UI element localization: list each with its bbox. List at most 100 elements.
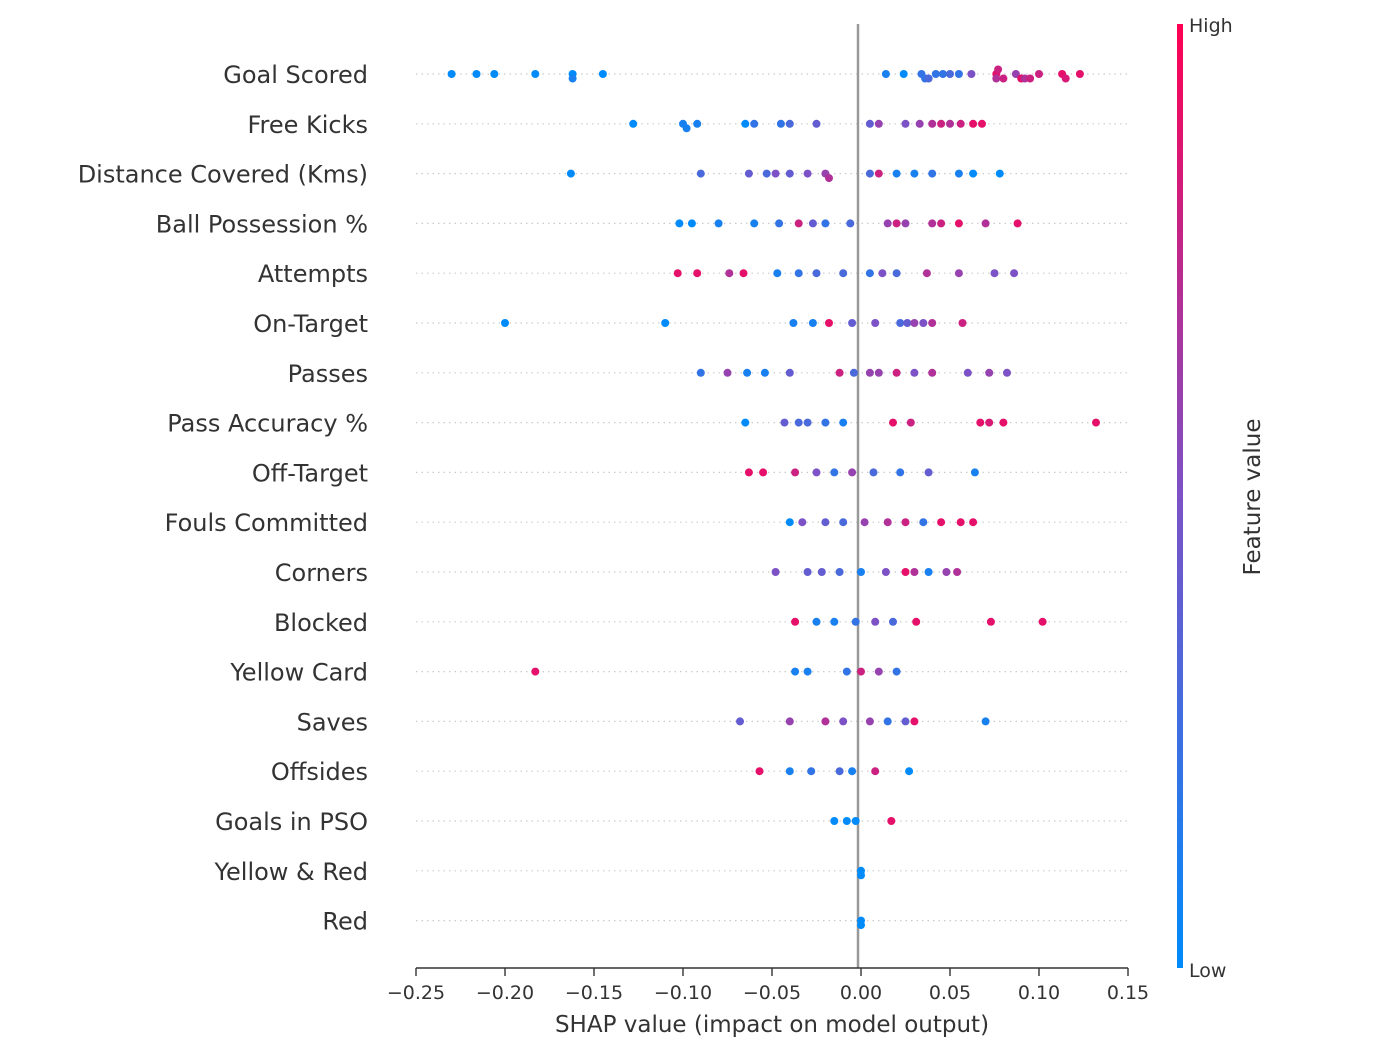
point-passes-13 bbox=[985, 368, 994, 377]
point-corners-3 bbox=[835, 568, 844, 576]
point-blocked-0 bbox=[791, 617, 800, 626]
point-offsides-5 bbox=[871, 767, 880, 776]
point-pass-accuracy-5 bbox=[839, 418, 848, 427]
point-saves-1 bbox=[785, 717, 794, 726]
feature-label-offsides: Offsides bbox=[271, 758, 368, 786]
point-attempts-3 bbox=[739, 269, 748, 278]
point-goal-scored-6 bbox=[598, 70, 607, 78]
point-pass-accuracy-7 bbox=[906, 418, 915, 427]
point-corners-4 bbox=[857, 568, 865, 576]
point-free-kicks-12 bbox=[915, 119, 924, 128]
x-axis-title: SHAP value (impact on model output) bbox=[555, 1012, 989, 1038]
point-fouls-committed-0 bbox=[785, 518, 794, 527]
feature-label-red: Red bbox=[322, 908, 368, 936]
point-distance-covered-kms-8 bbox=[825, 174, 833, 183]
point-off-target-0 bbox=[744, 468, 753, 477]
feature-label-ball-possession: Ball Possession % bbox=[156, 210, 368, 238]
feature-label-yellow-card: Yellow Card bbox=[229, 659, 368, 687]
point-attempts-0 bbox=[673, 269, 682, 278]
colorbar-gradient bbox=[1177, 24, 1183, 968]
point-passes-2 bbox=[743, 368, 752, 377]
point-pass-accuracy-3 bbox=[803, 418, 812, 427]
point-goal-scored-27 bbox=[1061, 74, 1070, 83]
point-free-kicks-15 bbox=[946, 119, 954, 128]
point-goal-scored-5 bbox=[568, 74, 577, 83]
point-on-target-0 bbox=[501, 319, 509, 327]
point-pass-accuracy-9 bbox=[985, 418, 994, 427]
point-passes-12 bbox=[963, 368, 972, 377]
point-fouls-committed-6 bbox=[901, 518, 910, 527]
point-attempts-6 bbox=[812, 269, 821, 278]
point-pass-accuracy-4 bbox=[821, 418, 830, 427]
point-offsides-1 bbox=[785, 767, 794, 776]
point-blocked-1 bbox=[812, 617, 821, 626]
point-blocked-7 bbox=[986, 617, 995, 626]
point-on-target-11 bbox=[928, 319, 937, 327]
point-ball-possession-0 bbox=[675, 219, 684, 228]
x-tick-label-3: −0.10 bbox=[654, 982, 712, 1004]
point-off-target-8 bbox=[924, 468, 933, 477]
point-on-target-9 bbox=[910, 319, 919, 327]
point-blocked-6 bbox=[912, 617, 921, 626]
feature-label-passes: Passes bbox=[288, 360, 368, 388]
point-passes-0 bbox=[696, 368, 705, 377]
point-free-kicks-8 bbox=[812, 119, 821, 128]
point-saves-0 bbox=[736, 717, 744, 726]
point-on-target-10 bbox=[919, 319, 928, 327]
point-blocked-3 bbox=[851, 617, 860, 626]
point-goals-in-pso-1 bbox=[842, 817, 851, 825]
point-ball-possession-8 bbox=[846, 219, 855, 228]
point-attempts-14 bbox=[1010, 269, 1019, 278]
feature-label-attempts: Attempts bbox=[258, 260, 368, 288]
point-pass-accuracy-0 bbox=[741, 418, 750, 427]
point-free-kicks-6 bbox=[776, 119, 785, 128]
point-on-target-2 bbox=[789, 319, 798, 327]
point-distance-covered-kms-12 bbox=[910, 169, 919, 178]
point-goal-scored-15 bbox=[954, 70, 963, 78]
point-free-kicks-14 bbox=[937, 119, 946, 128]
point-ball-possession-1 bbox=[687, 219, 696, 228]
point-goal-scored-12 bbox=[931, 70, 940, 78]
point-on-target-1 bbox=[661, 319, 670, 327]
x-tick-label-2: −0.15 bbox=[565, 982, 623, 1004]
point-passes-11 bbox=[928, 368, 937, 377]
point-on-target-8 bbox=[903, 319, 912, 327]
point-saves-6 bbox=[901, 717, 910, 726]
point-ball-possession-10 bbox=[892, 219, 901, 228]
point-goal-scored-3 bbox=[531, 70, 540, 78]
point-goal-scored-20 bbox=[999, 74, 1008, 83]
point-saves-8 bbox=[981, 717, 990, 726]
point-on-target-5 bbox=[848, 319, 857, 327]
point-on-target-7 bbox=[896, 319, 905, 327]
point-off-target-5 bbox=[848, 468, 857, 477]
point-saves-3 bbox=[839, 717, 848, 726]
feature-label-corners: Corners bbox=[275, 559, 368, 587]
point-yellow-card-0 bbox=[531, 667, 540, 676]
point-saves-5 bbox=[883, 717, 892, 726]
point-corners-8 bbox=[924, 568, 933, 576]
point-off-target-4 bbox=[830, 468, 839, 477]
point-ball-possession-6 bbox=[808, 219, 817, 228]
point-attempts-1 bbox=[693, 269, 702, 278]
point-distance-covered-kms-10 bbox=[874, 169, 883, 178]
shap-points bbox=[447, 65, 1100, 930]
point-blocked-2 bbox=[830, 617, 839, 626]
point-distance-covered-kms-0 bbox=[566, 169, 575, 178]
x-tick-label-1: −0.20 bbox=[476, 982, 534, 1004]
point-free-kicks-13 bbox=[928, 119, 937, 128]
point-on-target-3 bbox=[808, 319, 817, 327]
point-free-kicks-5 bbox=[750, 119, 759, 128]
point-goal-scored-1 bbox=[472, 70, 481, 78]
point-free-kicks-7 bbox=[785, 119, 794, 128]
feature-label-goal-scored: Goal Scored bbox=[223, 61, 368, 89]
point-distance-covered-kms-14 bbox=[954, 169, 963, 178]
point-distance-covered-kms-1 bbox=[696, 169, 705, 178]
point-off-target-7 bbox=[896, 468, 905, 477]
point-fouls-committed-2 bbox=[821, 518, 830, 527]
point-free-kicks-4 bbox=[741, 119, 750, 128]
point-on-target-4 bbox=[825, 319, 833, 327]
point-free-kicks-3 bbox=[693, 119, 702, 128]
point-goals-in-pso-3 bbox=[887, 817, 896, 825]
x-axis: −0.25 −0.20 −0.15 −0.10 −0.05 0.00 0.05 0.10 0.1… bbox=[387, 967, 1149, 1038]
